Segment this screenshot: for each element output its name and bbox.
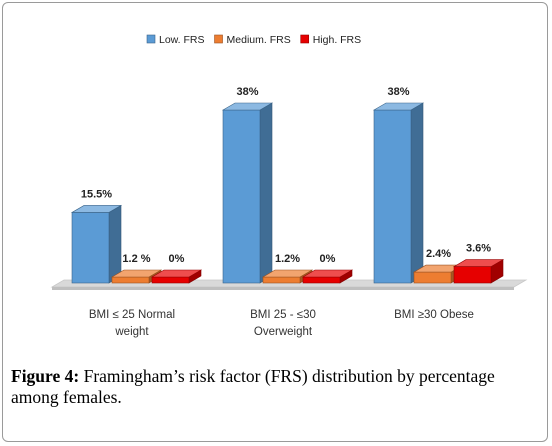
bar (413, 271, 452, 284)
bar-top (452, 259, 505, 267)
category-label: BMI ≥30 Obese (394, 309, 474, 321)
bar (453, 266, 492, 284)
category-label: BMI ≤ 25 Normal (89, 309, 175, 321)
bar (71, 212, 110, 284)
bar (111, 276, 150, 284)
bar-top (221, 102, 274, 111)
bar-side (410, 102, 424, 284)
figure-caption: Figure 4: Framingham’s risk factor (FRS)… (11, 366, 546, 408)
bar (262, 276, 301, 284)
legend-swatch (146, 34, 156, 44)
chart-floor-edge (52, 287, 514, 290)
data-label: 38% (387, 86, 409, 98)
data-label: 0% (169, 253, 185, 265)
legend-label: Medium. FRS (227, 34, 291, 46)
caption-label: Figure 4: (11, 366, 80, 386)
data-label: 15.5% (81, 188, 112, 200)
bar-top (372, 102, 425, 111)
bar (151, 276, 190, 284)
legend-label: High. FRS (313, 34, 361, 46)
data-label: 3.6% (466, 243, 491, 255)
bar-top (70, 205, 123, 213)
bar-top (301, 269, 354, 278)
data-label: 1.2 % (122, 253, 150, 265)
category-label-line2: Overweight (254, 326, 313, 338)
legend-swatch (300, 34, 310, 44)
bar-top (150, 269, 203, 278)
category-label-line2: weight (114, 326, 149, 338)
bar-top (110, 269, 163, 278)
legend-label: Low. FRS (159, 34, 205, 46)
data-label: 0% (320, 253, 336, 265)
bar (302, 276, 341, 284)
bar-top (261, 269, 314, 278)
data-label: 38% (236, 86, 258, 98)
data-label: 1.2% (275, 253, 300, 265)
legend-swatch (214, 34, 223, 44)
caption-text: Framingham’s risk factor (FRS) distribut… (11, 366, 495, 407)
bar (373, 109, 412, 284)
bar (222, 109, 261, 284)
bar-side (108, 204, 122, 284)
data-label: 2.4% (426, 248, 451, 260)
category-label: BMI 25 - ≤30 (250, 309, 316, 321)
bar-side (259, 102, 273, 284)
